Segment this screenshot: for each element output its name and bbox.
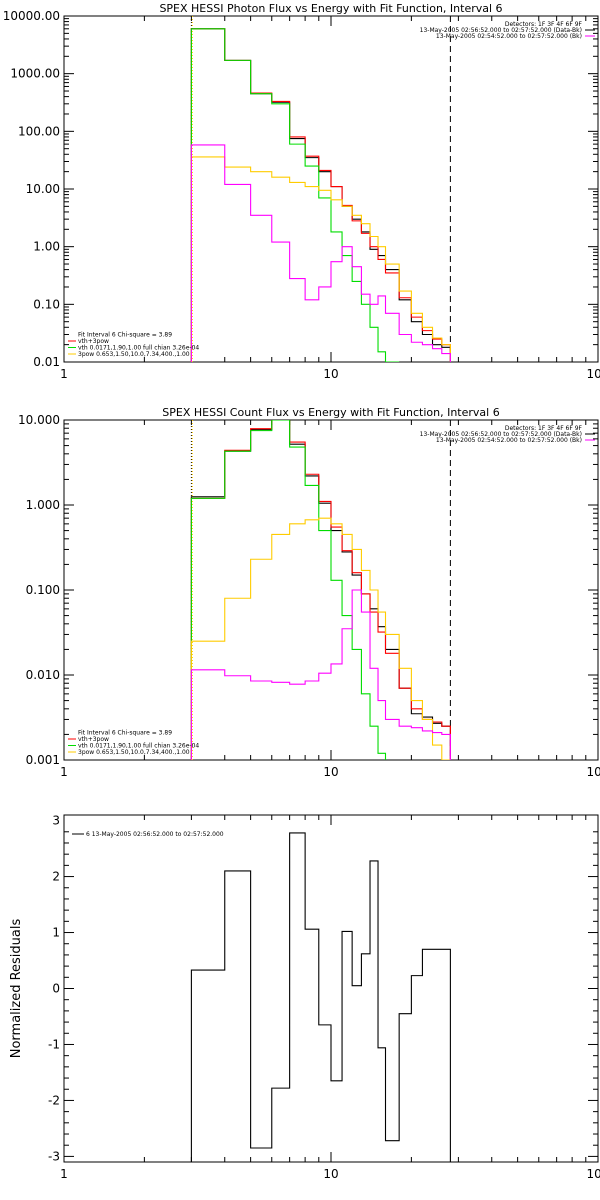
legend-entry: 13-May-2005 02:54:52.000 to 02:57:52.000…: [436, 437, 582, 444]
y-tick-label: 0: [52, 982, 60, 996]
y-tick-label: 0.010: [26, 668, 60, 682]
legend-entry: Detectors: 1F 3F 4F 6F 9F: [505, 21, 583, 28]
legend-entry: Fit Interval 6 Chi-square = 3.89: [78, 730, 172, 737]
chart-panel-2: SPEX HESSI Count Flux vs Energy with Fit…: [18, 406, 600, 779]
x-tick-label: 1: [60, 1167, 68, 1181]
series-line-6-13-may-2005-02-56-52-000-to-02-57-52-000: [190, 832, 451, 1162]
y-tick-label: 1.00: [33, 240, 60, 254]
x-tick-label: 100: [587, 367, 600, 381]
y-tick-label: 1.000: [26, 498, 60, 512]
x-tick-label: 1: [60, 765, 68, 779]
plot-frame: [63, 15, 599, 363]
legend-entry: vth+3pow: [78, 736, 109, 743]
y-tick-label: 10.000: [18, 413, 60, 427]
legend-entry: 13-May-2005 02:56:52.000 to 02:57:52.000…: [420, 27, 582, 34]
x-tick-label: 10: [323, 367, 338, 381]
legend-entry: 3pow 0.653,1.50,10.0,7.34,400.,1.00: [78, 749, 190, 756]
x-tick-label: 10: [323, 1167, 338, 1181]
legend-top-left: 6 13-May-2005 02:56:52.000 to 02:57:52.0…: [72, 831, 224, 838]
x-axis: 1 10 100: [60, 815, 600, 1181]
legend-entry: 3pow 0.653,1.50,10.0,7.34,400.,1.00: [78, 351, 190, 358]
legend-entry: vth 0.0171,1.90,1.00 full chian 3.26e-04: [78, 743, 199, 750]
y-tick-label: 3: [52, 814, 60, 828]
legend-bottom-left: Fit Interval 6 Chi-square = 3.89vth+3pow…: [68, 730, 199, 756]
y-tick-label: 0.01: [33, 355, 60, 369]
legend-entry: 6 13-May-2005 02:56:52.000 to 02:57:52.0…: [86, 831, 224, 838]
series-line-bk: [190, 589, 451, 760]
y-tick-label: 10000.00: [3, 9, 60, 23]
plot-area: [190, 16, 451, 362]
y-tick-label: 1: [52, 926, 60, 940]
series-line-vth-3pow: [190, 420, 451, 760]
plot-area: [190, 420, 451, 760]
legend-entry: Detectors: 1F 3F 4F 6F 9F: [505, 425, 583, 432]
y-tick-label: 2: [52, 870, 60, 884]
x-tick-label: 100: [587, 1167, 600, 1181]
y-axis: -3 -2 -1 0 1 2 3: [48, 814, 598, 1163]
series-line-3pow: [190, 517, 451, 760]
x-tick-label: 100: [587, 765, 600, 779]
legend-bottom-left: Fit Interval 6 Chi-square = 3.89vth+3pow…: [68, 332, 199, 358]
y-tick-label: 0.001: [26, 753, 60, 767]
y-axis-label: Normalized Residuals: [9, 919, 24, 1059]
legend-entry: Fit Interval 6 Chi-square = 3.89: [78, 332, 172, 339]
y-tick-label: -1: [48, 1037, 60, 1051]
series-line-bk: [190, 144, 451, 362]
y-tick-label: -2: [48, 1093, 60, 1107]
y-axis: 0.01 0.10 1.00 10.00 100.00 1000.00 10000.00: [3, 9, 598, 369]
y-tick-label: 0.10: [33, 297, 60, 311]
legend-entry: 13-May-2005 02:56:52.000 to 02:57:52.000…: [420, 431, 582, 438]
chart-title: SPEX HESSI Photon Flux vs Energy with Fi…: [159, 2, 502, 15]
y-tick-label: 100.00: [18, 124, 60, 138]
y-tick-label: -3: [48, 1149, 60, 1163]
y-tick-label: 0.100: [26, 583, 60, 597]
series-line-3pow: [190, 156, 451, 362]
chart-panel-1: SPEX HESSI Photon Flux vs Energy with Fi…: [3, 2, 600, 381]
x-tick-label: 1: [60, 367, 68, 381]
y-tick-label: 10.00: [26, 182, 60, 196]
series-line-vth: [190, 420, 387, 760]
plot-area: [190, 832, 451, 1162]
x-axis: 1 10 100: [60, 420, 600, 779]
legend-entry: 13-May-2005 02:54:52.000 to 02:57:52.000…: [436, 33, 582, 40]
x-tick-label: 10: [323, 765, 338, 779]
legend-entry: vth+3pow: [78, 338, 109, 345]
plot-frame: [63, 814, 599, 1163]
x-axis: 1 10 100: [60, 16, 600, 381]
chart-panel-3: 1 10 100 -3 -2 -1 0 1 2 3 Normalized Residuals 6 13…: [9, 814, 600, 1181]
series-line-vth: [190, 28, 400, 362]
chart-title: SPEX HESSI Count Flux vs Energy with Fit…: [162, 406, 499, 419]
y-axis: 0.001 0.010 0.100 1.000 10.000: [18, 413, 598, 767]
legend-entry: vth 0.0171,1.90,1.00 full chian 3.26e-04: [78, 345, 199, 352]
plot-frame: [63, 419, 599, 761]
y-tick-label: 1000.00: [10, 67, 60, 81]
